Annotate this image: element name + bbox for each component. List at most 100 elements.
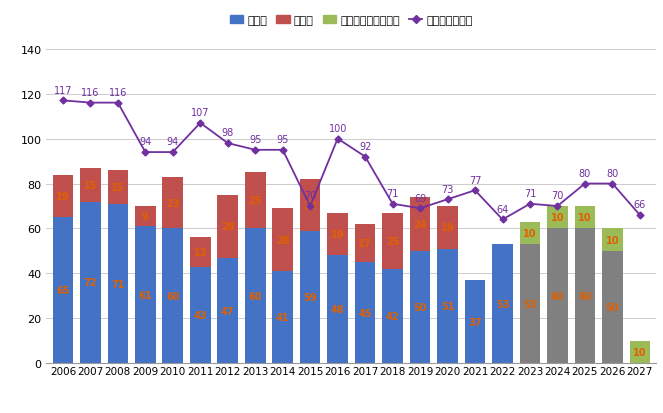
Text: 80: 80 — [579, 169, 591, 178]
Bar — [162, 229, 183, 363]
Legend: 普通科, 園芸科, 島外生入学見込み数, 中学校卒業者数: 普通科, 園芸科, 島外生入学見込み数, 中学校卒業者数 — [225, 11, 477, 30]
Bar — [80, 169, 101, 202]
Text: 37: 37 — [468, 317, 482, 327]
Text: 60: 60 — [551, 291, 564, 301]
Bar — [547, 229, 568, 363]
Text: 25: 25 — [249, 196, 262, 206]
Text: 17: 17 — [359, 238, 372, 249]
Text: 45: 45 — [359, 308, 372, 318]
Text: 94: 94 — [166, 137, 179, 147]
Text: 15: 15 — [111, 183, 125, 192]
Text: 64: 64 — [497, 204, 509, 214]
Text: 25: 25 — [386, 236, 399, 246]
Text: 70: 70 — [304, 191, 316, 201]
Text: 59: 59 — [304, 292, 317, 302]
Text: 10: 10 — [578, 213, 591, 223]
Bar — [575, 206, 595, 229]
Bar — [465, 280, 485, 363]
Bar — [492, 244, 512, 363]
Text: 71: 71 — [387, 189, 398, 199]
Text: 92: 92 — [359, 142, 371, 152]
Text: 72: 72 — [84, 278, 97, 288]
Bar — [410, 252, 430, 363]
Text: 117: 117 — [54, 85, 72, 95]
Bar — [80, 202, 101, 363]
Bar — [383, 213, 403, 269]
Bar — [547, 206, 568, 229]
Bar — [300, 180, 320, 231]
Bar — [438, 249, 458, 363]
Text: 23: 23 — [166, 198, 180, 208]
Text: 51: 51 — [441, 301, 454, 311]
Text: 73: 73 — [442, 184, 453, 194]
Bar — [575, 229, 595, 363]
Bar — [245, 173, 265, 229]
Bar — [107, 171, 128, 204]
Bar — [355, 224, 375, 263]
Text: 19: 19 — [441, 223, 454, 233]
Text: 9: 9 — [142, 211, 149, 222]
Text: 65: 65 — [56, 285, 70, 296]
Text: 69: 69 — [414, 193, 426, 203]
Text: 23: 23 — [304, 200, 317, 210]
Bar — [190, 267, 211, 363]
Bar — [272, 209, 293, 271]
Bar — [135, 206, 156, 227]
Text: 28: 28 — [276, 235, 290, 245]
Text: 53: 53 — [523, 299, 537, 309]
Text: 47: 47 — [221, 306, 235, 316]
Text: 95: 95 — [249, 135, 261, 145]
Text: 15: 15 — [84, 180, 97, 190]
Bar — [630, 341, 650, 363]
Text: 41: 41 — [276, 313, 290, 323]
Text: 116: 116 — [109, 88, 127, 98]
Bar — [520, 244, 540, 363]
Text: 60: 60 — [578, 291, 591, 301]
Text: 28: 28 — [221, 222, 235, 232]
Bar — [410, 197, 430, 252]
Text: 60: 60 — [166, 291, 180, 301]
Text: 43: 43 — [194, 310, 207, 320]
Text: 71: 71 — [524, 189, 536, 199]
Text: 42: 42 — [386, 311, 399, 321]
Text: 77: 77 — [469, 175, 481, 185]
Text: 19: 19 — [56, 191, 70, 202]
Bar — [438, 206, 458, 249]
Bar — [52, 218, 73, 363]
Bar — [300, 231, 320, 363]
Bar — [328, 256, 348, 363]
Bar — [602, 252, 623, 363]
Text: 100: 100 — [328, 123, 347, 134]
Text: 107: 107 — [191, 108, 210, 118]
Text: 10: 10 — [523, 228, 537, 238]
Text: 60: 60 — [249, 291, 262, 301]
Bar — [217, 258, 238, 363]
Bar — [383, 269, 403, 363]
Text: 10: 10 — [633, 347, 646, 357]
Text: 10: 10 — [551, 213, 564, 223]
Bar — [355, 263, 375, 363]
Text: 95: 95 — [276, 135, 289, 145]
Text: 116: 116 — [81, 88, 99, 98]
Text: 48: 48 — [331, 305, 345, 315]
Text: 24: 24 — [413, 219, 427, 230]
Text: 70: 70 — [551, 191, 564, 201]
Bar — [217, 195, 238, 258]
Bar — [52, 175, 73, 218]
Text: 50: 50 — [606, 302, 619, 312]
Text: 98: 98 — [221, 128, 234, 138]
Text: 19: 19 — [331, 230, 344, 240]
Text: 66: 66 — [634, 200, 646, 210]
Text: 80: 80 — [606, 169, 619, 178]
Text: 50: 50 — [413, 302, 427, 312]
Text: 71: 71 — [111, 279, 125, 289]
Text: 61: 61 — [139, 290, 152, 300]
Bar — [135, 227, 156, 363]
Text: 10: 10 — [606, 235, 619, 245]
Text: 94: 94 — [139, 137, 151, 147]
Text: 53: 53 — [496, 299, 509, 309]
Text: 13: 13 — [194, 247, 207, 257]
Bar — [190, 238, 211, 267]
Bar — [520, 222, 540, 244]
Bar — [162, 177, 183, 229]
